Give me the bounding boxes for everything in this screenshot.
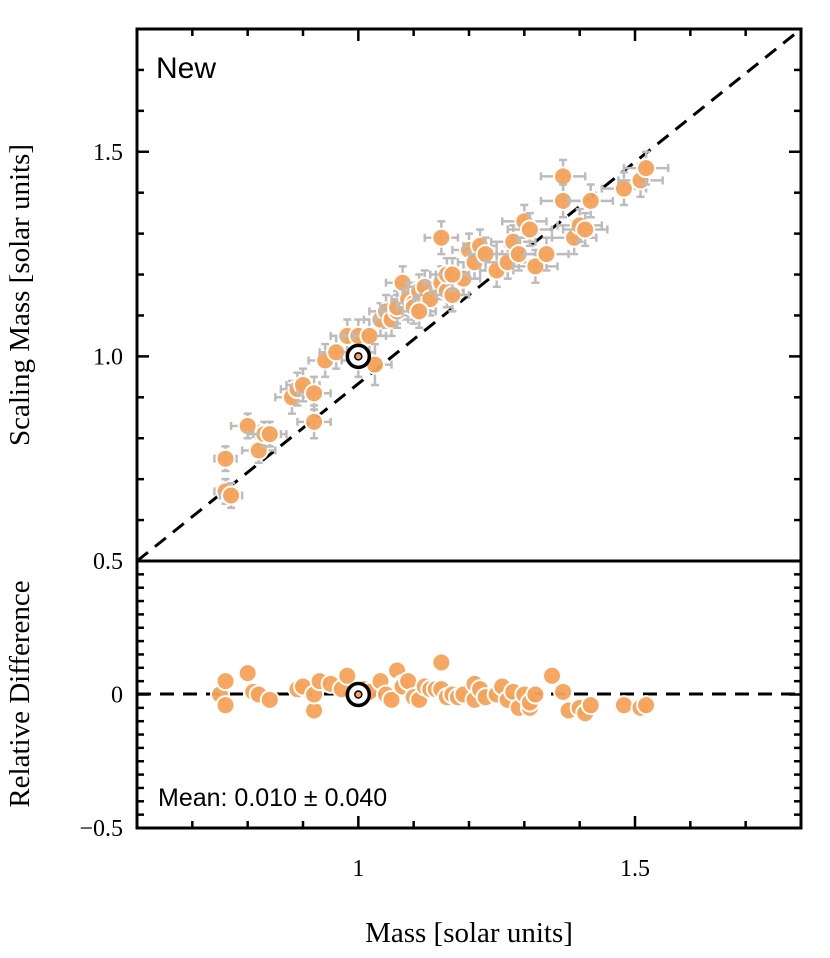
data-point — [296, 404, 332, 440]
data-point — [431, 652, 452, 673]
data-point-marker — [431, 652, 452, 673]
residual-panel: −0.50 1 1.5 Mean: 0.010 ± 0.040 Relative … — [4, 29, 803, 949]
residual-sun-marker — [345, 681, 372, 708]
data-point-marker — [536, 244, 557, 265]
residual-y-axis-label: Relative Difference — [4, 580, 36, 807]
sun-marker-dot — [354, 352, 363, 361]
data-point-marker — [381, 689, 402, 710]
data-point — [218, 481, 244, 510]
data-point-marker — [580, 695, 601, 716]
y-tick-label: 1.0 — [93, 344, 123, 370]
data-point — [215, 671, 236, 692]
x-axis-label: Mass [solar units] — [365, 917, 573, 949]
main-data-points — [213, 150, 670, 510]
data-point-marker — [525, 684, 546, 705]
data-point-marker — [442, 264, 463, 285]
data-point — [636, 695, 657, 716]
data-point — [580, 695, 601, 716]
data-point-marker — [580, 190, 601, 211]
data-point — [434, 256, 471, 293]
data-point-marker — [259, 424, 280, 445]
data-point — [512, 248, 559, 284]
x-tick-label: 1.5 — [620, 856, 650, 882]
data-point — [423, 220, 460, 256]
sun-marker-dot — [354, 690, 363, 699]
data-point — [613, 695, 634, 716]
residual-data-points — [210, 652, 657, 724]
y-tick-label: 1.5 — [93, 140, 123, 166]
data-point-marker — [553, 166, 574, 187]
data-point — [381, 689, 402, 710]
data-point — [296, 375, 332, 411]
data-point — [523, 236, 570, 272]
data-point-marker — [542, 665, 562, 686]
main-panel-title: New — [156, 52, 216, 85]
data-point-marker — [337, 665, 358, 686]
data-point-marker — [237, 663, 258, 684]
main-sun-marker — [345, 343, 372, 370]
data-point — [215, 695, 236, 716]
data-point — [561, 211, 609, 248]
data-point-marker — [215, 695, 236, 716]
data-point-marker — [215, 448, 236, 469]
data-point — [525, 684, 546, 705]
data-point-marker — [613, 695, 634, 716]
y-tick-label: −0.5 — [79, 816, 123, 842]
data-point-marker — [525, 256, 546, 277]
data-point — [259, 689, 280, 710]
data-point-marker — [304, 411, 325, 432]
main-panel: 0.5 1.0 1.5 New Scaling Mass [solar units] — [4, 27, 803, 575]
data-point — [213, 445, 238, 473]
y-tick-label: 0.5 — [93, 549, 123, 575]
x-ticks: 1 1.5 — [135, 29, 803, 882]
data-point — [251, 420, 288, 448]
data-point — [567, 183, 615, 219]
residual-y-ticks: −0.5 0 — [79, 559, 801, 842]
data-point-marker — [259, 689, 280, 710]
data-point — [542, 665, 562, 686]
y-tick-label: 0 — [111, 683, 123, 709]
data-point — [553, 681, 574, 702]
data-point-marker — [636, 695, 657, 716]
data-point-marker — [409, 301, 430, 322]
data-point — [401, 293, 438, 329]
data-point-marker — [215, 671, 236, 692]
data-point-marker — [575, 219, 596, 240]
data-point-marker — [431, 227, 452, 248]
main-y-axis-label: Scaling Mass [solar units] — [4, 144, 36, 446]
data-point — [506, 211, 554, 248]
data-point-marker — [553, 681, 574, 702]
data-point — [237, 663, 258, 684]
data-point-marker — [304, 383, 325, 404]
residual-mean-annotation: Mean: 0.010 ± 0.040 — [158, 784, 387, 812]
x-tick-label: 1 — [352, 856, 364, 882]
data-point — [622, 150, 670, 186]
data-point-marker — [519, 219, 540, 240]
data-point-marker — [636, 158, 657, 179]
main-y-ticks: 0.5 1.0 1.5 — [93, 27, 801, 575]
data-point — [337, 665, 358, 686]
data-point-marker — [359, 325, 380, 346]
data-point-marker — [221, 485, 242, 506]
